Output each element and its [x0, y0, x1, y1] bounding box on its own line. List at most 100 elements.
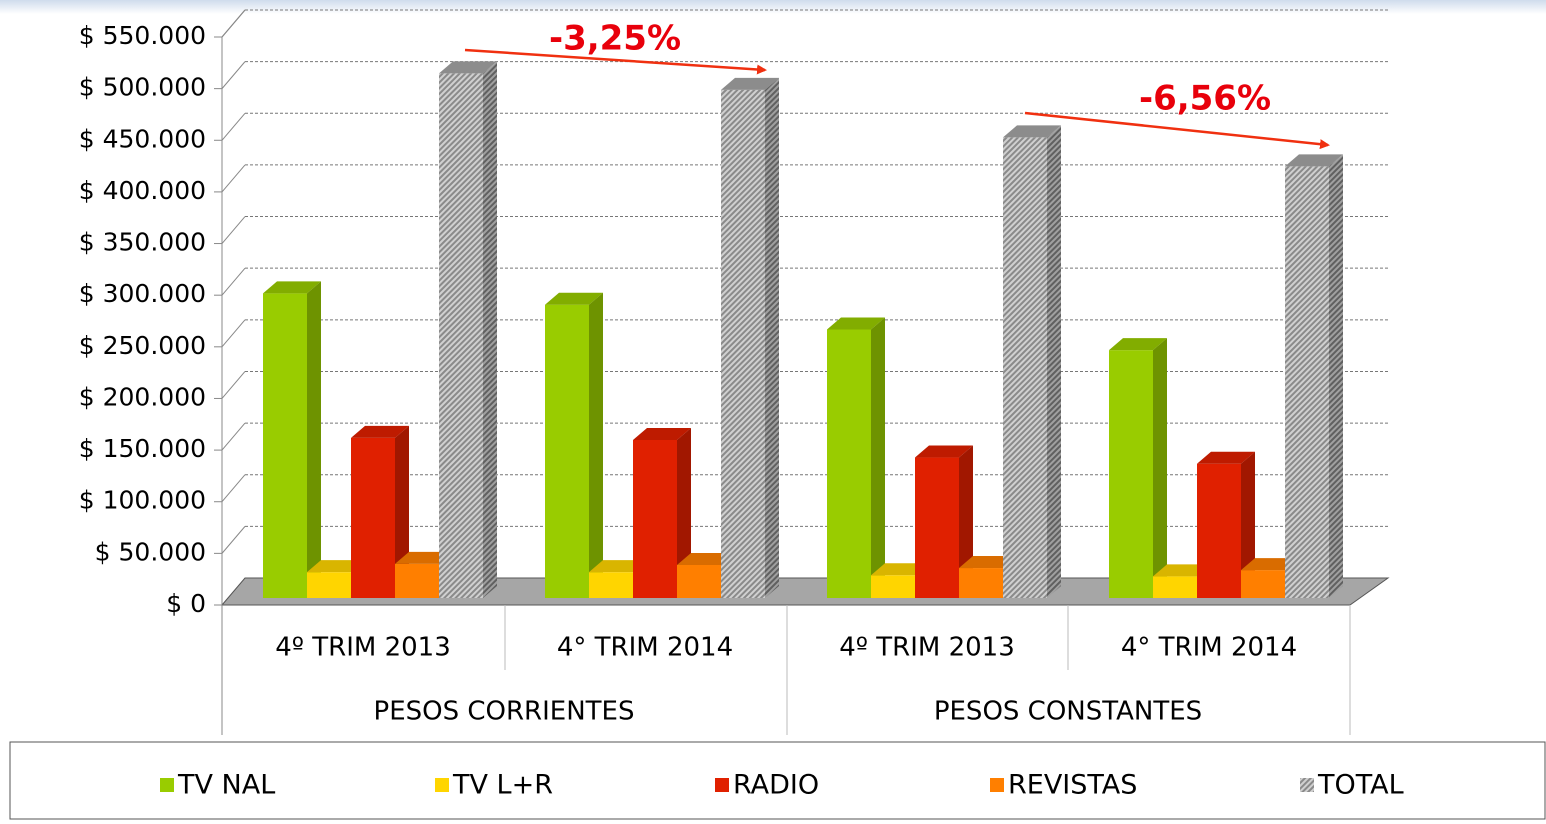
bar-side: [871, 317, 885, 598]
annotation: -3,25%: [549, 19, 681, 59]
legend-swatch: [1300, 778, 1314, 792]
legend-swatch: [160, 778, 174, 792]
legend-swatch: [990, 778, 1004, 792]
x-tick-label: 4° TRIM 2014: [1121, 633, 1297, 663]
legend-label: TV NAL: [177, 770, 275, 801]
bar-side: [483, 61, 497, 598]
legend-label: TV L+R: [452, 770, 553, 801]
bar-side: [1047, 125, 1061, 599]
bar: [633, 427, 691, 598]
bar: [827, 317, 885, 598]
bar-top: [721, 77, 779, 90]
y-tick-label: $ 150.000: [79, 434, 206, 463]
bar-front: [545, 304, 589, 598]
bar-front: [633, 439, 677, 598]
y-tick-label: $ 550.000: [79, 21, 206, 50]
bar: [545, 292, 603, 598]
bar-front: [263, 293, 307, 598]
bar-front: [1109, 350, 1153, 598]
bar-front: [871, 575, 915, 598]
bar-top: [677, 552, 735, 565]
bar-top: [1285, 154, 1343, 167]
bar-front: [677, 564, 721, 598]
bar-front: [1285, 166, 1329, 598]
bar-top: [263, 281, 321, 294]
bar-front: [1241, 570, 1285, 598]
bar-front: [439, 73, 483, 599]
bar-front: [307, 572, 351, 598]
bar-top: [1197, 451, 1255, 464]
bar: [351, 425, 409, 598]
bar: [1109, 338, 1167, 598]
y-tick-label: $ 450.000: [79, 124, 206, 153]
bar-front: [915, 457, 959, 598]
bar-side: [677, 427, 691, 598]
legend-swatch: [715, 778, 729, 792]
legend-label: TOTAL: [1317, 770, 1404, 801]
bar-front: [1153, 576, 1197, 598]
grid-line: [221, 61, 246, 89]
y-tick-label: $ 100.000: [79, 486, 206, 515]
bar-top: [351, 425, 409, 438]
bar-top: [395, 551, 453, 564]
bar-front: [1003, 137, 1047, 599]
grid-line: [221, 164, 246, 193]
group-label: PESOS CORRIENTES: [374, 697, 635, 727]
grid-line: [221, 112, 246, 141]
x-tick-label: 4º TRIM 2013: [839, 633, 1015, 663]
y-tick-label: $ 0: [166, 589, 206, 618]
arrow: [464, 48, 767, 75]
x-tick-label: 4º TRIM 2013: [275, 633, 451, 663]
bar-top: [589, 560, 647, 573]
bar-top: [439, 61, 497, 74]
bar-top: [545, 292, 603, 305]
grid-line: [221, 371, 246, 399]
annotation: -6,56%: [1139, 79, 1271, 119]
legend-label: REVISTAS: [1008, 770, 1137, 801]
bar-top: [959, 556, 1017, 569]
legend-label: RADIO: [733, 770, 819, 801]
bar-side: [307, 281, 321, 598]
bar-top: [871, 563, 929, 576]
bar: [871, 563, 929, 598]
grid-line: [221, 474, 246, 503]
legend-swatch: [435, 778, 449, 792]
header-band: [0, 0, 1546, 14]
group-label: PESOS CONSTANTES: [934, 697, 1202, 727]
grid-line: [221, 422, 246, 451]
bar-top: [307, 560, 365, 573]
bar-front: [395, 563, 439, 598]
bar-front: [351, 437, 395, 598]
bar: [439, 61, 497, 599]
y-tick-label: $ 350.000: [79, 228, 206, 257]
x-tick-label: 4° TRIM 2014: [557, 633, 733, 663]
bar-top: [1109, 338, 1167, 351]
bar-top: [1241, 558, 1299, 571]
bar: [721, 77, 779, 598]
bar-front: [589, 572, 633, 598]
bar-side: [765, 77, 779, 598]
bar: [1003, 125, 1061, 599]
bar-side: [1329, 154, 1343, 598]
bar: [263, 281, 321, 598]
bar: [307, 560, 365, 598]
y-tick-label: $ 50.000: [95, 537, 206, 566]
y-tick-label: $ 250.000: [79, 331, 206, 360]
bar: [1285, 154, 1343, 598]
grid-line: [221, 216, 246, 244]
bar-top: [1153, 564, 1211, 577]
grid-line: [221, 526, 246, 554]
legend-box: [9, 741, 1546, 820]
y-tick-label: $ 500.000: [79, 73, 206, 102]
grid-line: [221, 267, 246, 296]
bar-top: [827, 317, 885, 330]
y-tick-label: $ 300.000: [79, 279, 206, 308]
y-tick-label: $ 400.000: [79, 176, 206, 205]
grid-line: [221, 319, 246, 348]
bar-side: [1153, 338, 1167, 598]
wall-edge: [221, 9, 246, 38]
bar-top: [915, 445, 973, 458]
y-tick-label: $ 200.000: [79, 382, 206, 411]
floor: [220, 577, 1390, 606]
